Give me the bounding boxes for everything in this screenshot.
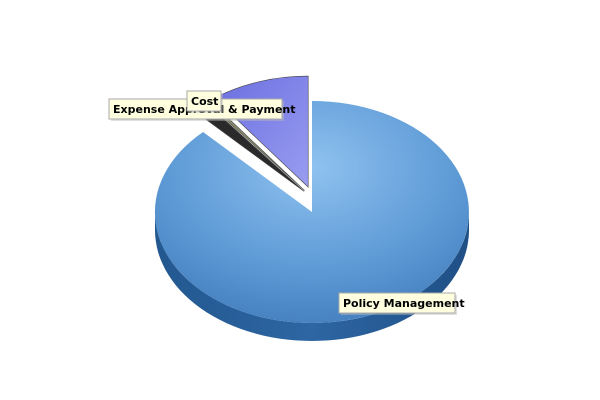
slice-label-0: Policy Management: [338, 292, 465, 315]
pie-slices: [154, 75, 469, 323]
slice-label-text-0: Policy Management: [343, 297, 465, 310]
slice-label-text-2: Cost: [191, 95, 218, 108]
slice-label-2: Cost: [186, 90, 223, 113]
pie-slice-0: [154, 101, 469, 323]
